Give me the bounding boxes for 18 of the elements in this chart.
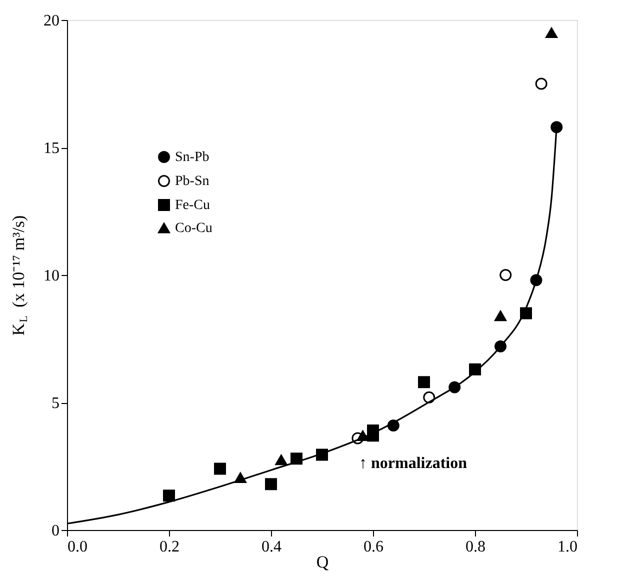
x-tick-label: 0.4 bbox=[262, 538, 282, 556]
legend-label: Sn-Pb bbox=[175, 150, 210, 165]
y-axis-title: KL (x 10⁻¹⁷ m³/s) bbox=[9, 215, 30, 336]
y-tick-label: 20 bbox=[44, 12, 60, 30]
y-tick-label: 10 bbox=[44, 268, 60, 284]
y-tick-label: 0 bbox=[52, 522, 60, 540]
x-tick-label: 0.6 bbox=[364, 538, 384, 556]
legend-label: Pb-Sn bbox=[175, 174, 210, 189]
y-tick-label: 15 bbox=[44, 140, 60, 157]
legend-label: Co-Cu bbox=[175, 221, 212, 236]
x-tick-label: 0.8 bbox=[466, 538, 486, 556]
legend-label: Fe-Cu bbox=[175, 198, 210, 213]
x-axis-title: Q bbox=[316, 552, 329, 572]
annotation: ↑ normalization bbox=[359, 455, 468, 472]
x-tick-label: 0.2 bbox=[160, 538, 180, 556]
y-tick-label: 5 bbox=[52, 395, 60, 412]
x-tick-label: 1.0 bbox=[558, 538, 578, 556]
x-tick-label: 0.0 bbox=[68, 538, 88, 556]
